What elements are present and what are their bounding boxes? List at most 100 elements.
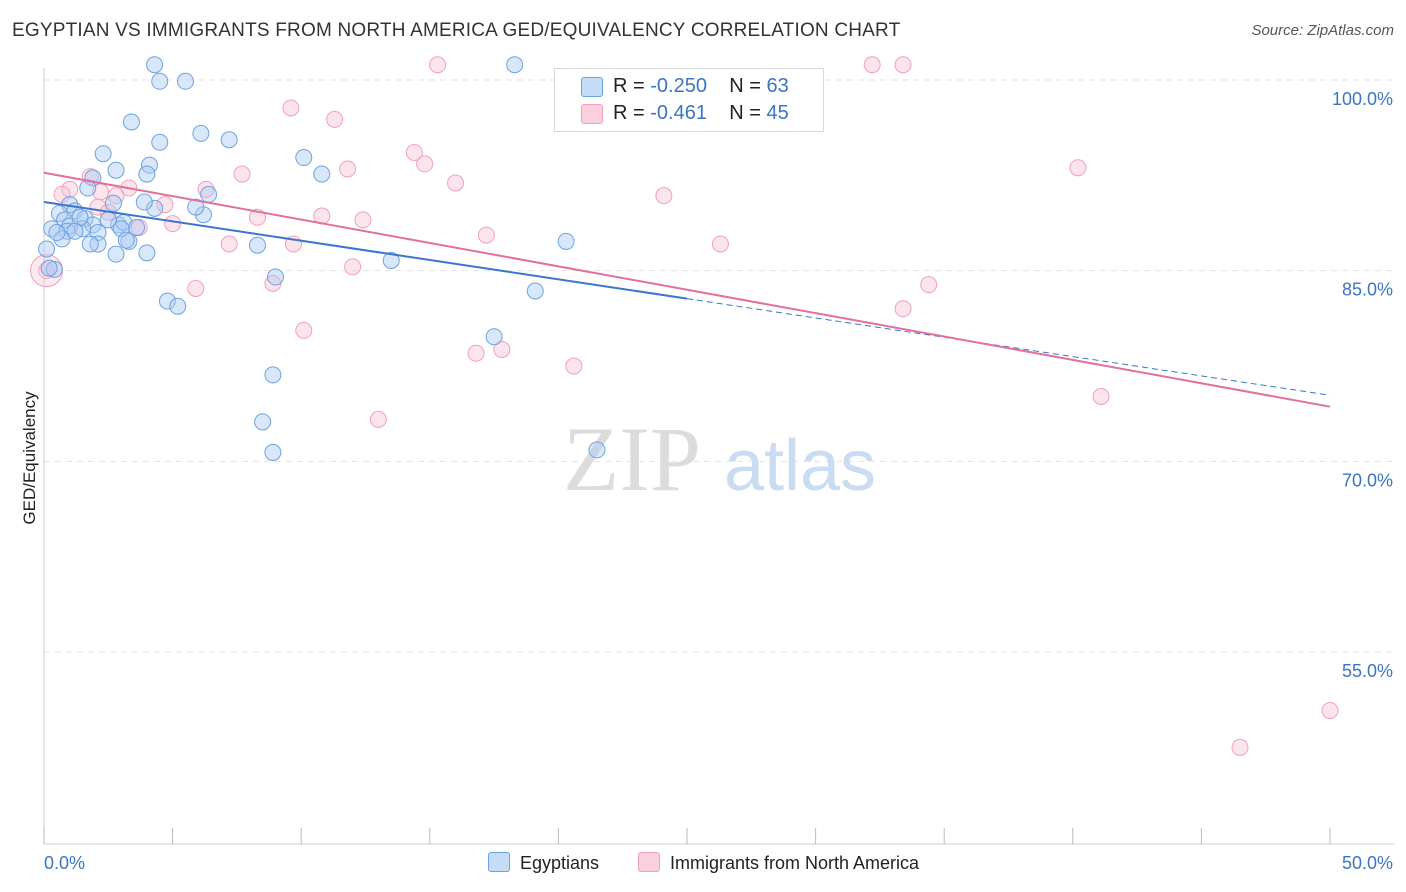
immigrants-point <box>711 235 729 253</box>
egyptians-point <box>122 113 140 131</box>
egyptians-point <box>264 443 282 461</box>
immigrants-point <box>920 276 938 294</box>
y-tick-labels: 100.0% 85.0% 70.0% 55.0% <box>1332 89 1393 681</box>
immigrants-point <box>894 300 912 318</box>
immigrants-point <box>477 226 495 244</box>
egyptians-point <box>99 211 117 229</box>
egyptians-point <box>81 235 99 253</box>
immigrants-point <box>233 165 251 183</box>
immigrants-point <box>1231 738 1249 756</box>
bottom-legend-immigrants: Immigrants from North America <box>638 852 919 876</box>
legend-r-label: R = <box>613 102 645 124</box>
immigrants-trend-line <box>43 171 1331 408</box>
legend-r-value: -0.461 <box>650 102 707 124</box>
legend-swatch-blue <box>581 77 603 97</box>
immigrants-point <box>344 258 362 276</box>
y-axis-label: GED/Equivalency <box>20 391 39 525</box>
immigrants-point <box>894 56 912 74</box>
immigrants-point <box>467 344 485 362</box>
egyptians-point <box>192 124 210 142</box>
legend-n-label: N = <box>729 75 761 97</box>
egyptians-point <box>138 244 156 262</box>
immigrants-point <box>326 110 344 128</box>
legend-r-label: R = <box>613 75 645 97</box>
egyptians-point <box>526 282 544 300</box>
bottom-legend-swatch-blue <box>488 852 510 872</box>
axes <box>43 68 1394 845</box>
bottom-legend-label: Egyptians <box>520 853 600 873</box>
egyptians-point <box>266 268 284 286</box>
immigrants-point <box>565 357 583 375</box>
immigrants-point <box>863 56 881 74</box>
x-tick-label: 50.0% <box>1342 853 1393 873</box>
legend-n-value: 63 <box>766 75 789 97</box>
correlation-legend: R = -0.250 N = 63 R = -0.461 N = 45 <box>554 68 824 132</box>
y-tick-label: 100.0% <box>1332 89 1393 109</box>
y-tick-label: 85.0% <box>1342 280 1393 300</box>
series-immigrants-points <box>30 56 1339 756</box>
egyptians-point <box>117 231 135 249</box>
egyptians-point <box>138 165 156 183</box>
y-tick-label: 70.0% <box>1342 470 1393 490</box>
egyptians-point <box>104 194 122 212</box>
egyptians-point <box>48 224 66 242</box>
immigrants-point <box>164 215 182 233</box>
immigrants-point <box>493 340 511 358</box>
immigrants-point <box>354 211 372 229</box>
bottom-legend-swatch-pink <box>638 852 660 872</box>
immigrants-point <box>429 56 447 74</box>
egyptians-point <box>169 297 187 315</box>
immigrants-point <box>405 143 423 161</box>
egyptians-point <box>146 56 164 74</box>
immigrants-point <box>655 187 673 205</box>
immigrants-point <box>1092 388 1110 406</box>
x-tick-labels: 0.0% 50.0% <box>44 853 1393 873</box>
egyptians-point <box>107 161 125 179</box>
egyptians-point <box>313 165 331 183</box>
egyptians-point <box>176 72 194 90</box>
egyptians-point <box>135 193 153 211</box>
legend-swatch-pink <box>581 104 603 124</box>
gridlines <box>44 79 1394 653</box>
watermark-zip: ZIP <box>563 408 701 510</box>
egyptians-point <box>151 72 169 90</box>
immigrants-point <box>1069 159 1087 177</box>
egyptians-point <box>40 259 58 277</box>
egyptians-point <box>254 413 272 431</box>
bottom-legend-label: Immigrants from North America <box>670 853 920 873</box>
immigrants-point <box>1321 701 1339 719</box>
egyptians-point <box>187 198 205 216</box>
egyptians-point <box>264 366 282 384</box>
egyptians-point <box>485 328 503 346</box>
trend-lines <box>43 171 1331 408</box>
y-tick-label: 55.0% <box>1342 661 1393 681</box>
immigrants-point <box>220 235 238 253</box>
immigrants-point <box>197 180 215 198</box>
legend-row2-text: R = -0.461 N = 45 <box>613 102 789 125</box>
egyptians-trend-extension <box>686 298 1331 396</box>
legend-row1-text: R = -0.250 N = 63 <box>613 75 789 98</box>
chart-title: EGYPTIAN VS IMMIGRANTS FROM NORTH AMERIC… <box>12 20 901 41</box>
legend-n-label: N = <box>729 102 761 124</box>
legend-n-value: 45 <box>766 102 789 124</box>
immigrants-point <box>295 321 313 339</box>
immigrants-point <box>187 279 205 297</box>
egyptians-point <box>557 232 575 250</box>
egyptians-point <box>107 245 125 263</box>
immigrants-point <box>282 99 300 117</box>
egyptians-point <box>94 145 112 163</box>
x-tick-label: 0.0% <box>44 853 85 873</box>
immigrants-point <box>156 196 174 214</box>
x-ticks <box>43 828 1331 844</box>
egyptians-point <box>382 251 400 269</box>
egyptians-trend-line <box>43 201 688 300</box>
egyptians-point <box>38 240 56 258</box>
egyptians-point <box>158 292 176 310</box>
egyptians-point <box>295 149 313 167</box>
egyptians-point <box>146 199 164 217</box>
source-label: Source: ZipAtlas.com <box>1251 22 1394 39</box>
egyptians-point <box>220 131 238 149</box>
watermark: ZIP atlas <box>563 408 876 510</box>
immigrants-point <box>447 174 465 192</box>
